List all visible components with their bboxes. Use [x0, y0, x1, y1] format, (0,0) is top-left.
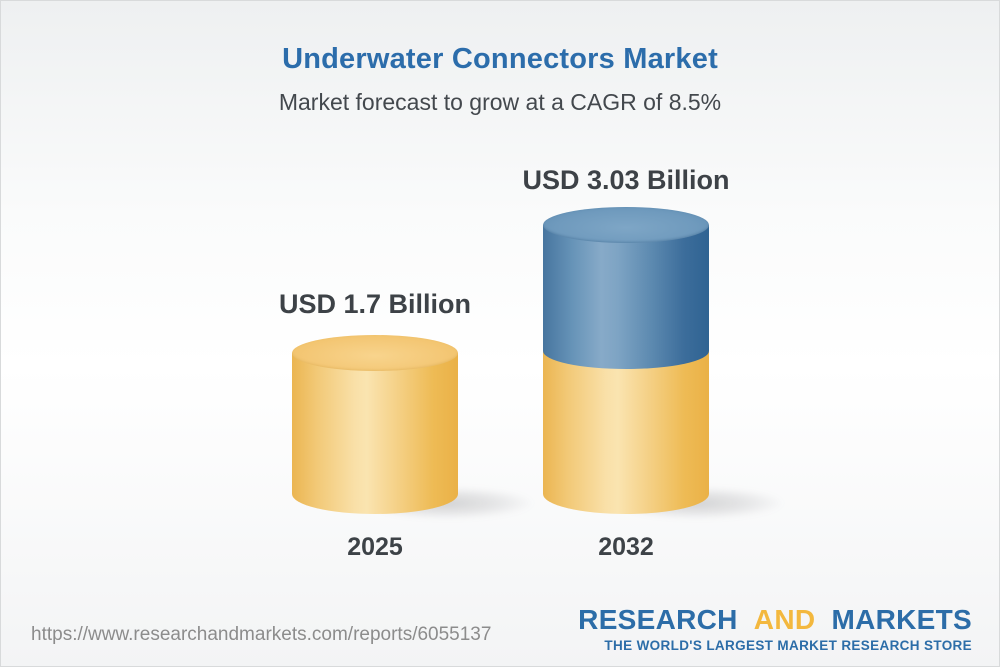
bar-2025-cylinder-top: [292, 335, 458, 371]
value-label-2025: USD 1.7 Billion: [278, 289, 472, 319]
chart-subtitle: Market forecast to grow at a CAGR of 8.5…: [278, 89, 722, 115]
value-label-2032: USD 3.03 Billion: [522, 165, 730, 195]
category-label-2032: 2032: [598, 533, 654, 561]
logo-wordmark: RESEARCH AND MARKETS: [578, 606, 972, 634]
category-label-2025: 2025: [347, 533, 403, 561]
bar-2032-base-cylinder: [543, 351, 709, 514]
logo-word-markets: MARKETS: [831, 604, 972, 635]
bar-2032-cylinder-top: [543, 207, 709, 243]
researchandmarkets-logo: RESEARCH AND MARKETS THE WORLD'S LARGEST…: [578, 606, 972, 654]
logo-word-research: RESEARCH: [578, 604, 738, 635]
bar-2025-cylinder: [292, 353, 458, 514]
logo-word-and: AND: [753, 604, 816, 635]
report-url: https://www.researchandmarkets.com/repor…: [31, 624, 492, 645]
bar-2032-growth-cylinder: [543, 225, 709, 369]
logo-tagline: THE WORLD'S LARGEST MARKET RESEARCH STOR…: [604, 638, 972, 653]
chart-title: Underwater Connectors Market: [282, 43, 718, 75]
